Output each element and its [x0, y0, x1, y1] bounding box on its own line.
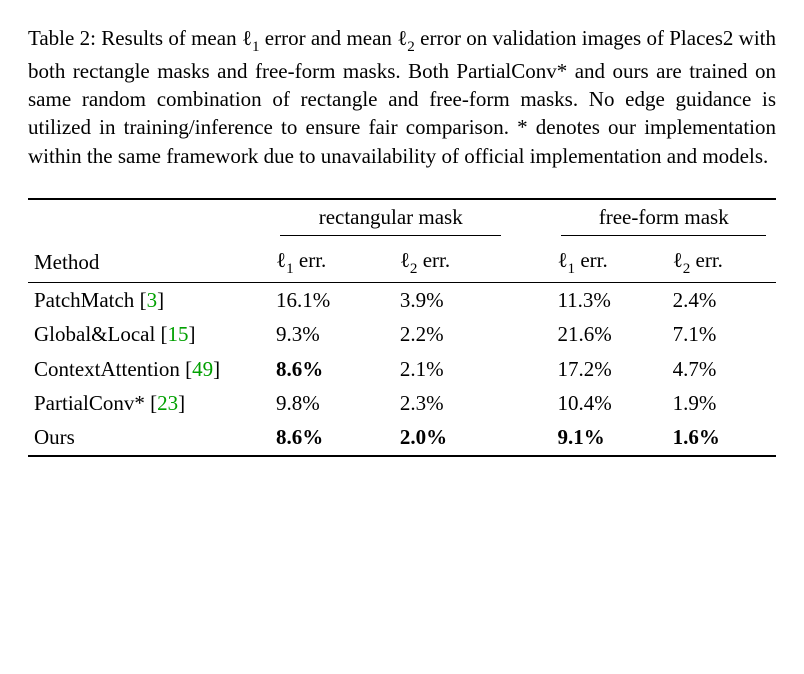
method-cell: PartialConv* [23]: [28, 386, 270, 420]
method-name: ContextAttention: [34, 357, 185, 381]
sub-1: 1: [252, 39, 260, 55]
header-method: Method: [28, 243, 270, 282]
col-group-free: free-form mask: [551, 199, 776, 243]
rect-l2-cell: 3.9%: [394, 282, 512, 317]
table-row: Global&Local [15]9.3%2.2%21.6%7.1%: [28, 317, 776, 351]
cite-bracket: ]: [178, 391, 185, 415]
header-l1: ℓ1 err.: [270, 243, 394, 282]
header-l2: ℓ2 err.: [394, 243, 512, 282]
free-l2-cell: 1.9%: [667, 386, 776, 420]
rect-l2-cell: 2.2%: [394, 317, 512, 351]
table-row: PartialConv* [23]9.8%2.3% 10.4%1.9%: [28, 386, 776, 420]
rect-l2-cell: 2.0%: [394, 420, 512, 455]
rect-l2-cell: 2.1%: [394, 352, 512, 386]
free-l2-cell: 4.7%: [667, 352, 776, 386]
header-rect-label: rectangular mask: [319, 205, 463, 229]
free-l1-cell: 11.3%: [551, 282, 666, 317]
caption-text: Table 2: Results of mean: [28, 26, 242, 50]
free-l2-cell: 7.1%: [667, 317, 776, 351]
header-l2: ℓ2 err.: [667, 243, 776, 282]
free-l1-cell: 10.4%: [551, 386, 666, 420]
col-group-rect: rectangular mask: [270, 199, 511, 243]
method-name: Global&Local: [34, 322, 161, 346]
rect-l1-cell: 16.1%: [270, 282, 394, 317]
method-name: PatchMatch: [34, 288, 140, 312]
cite-bracket: ]: [189, 322, 196, 346]
method-name: Ours: [34, 425, 75, 449]
table-row: Ours 8.6%2.0% 9.1%1.6%: [28, 420, 776, 455]
table-header-subrow: Method ℓ1 err. ℓ2 err. ℓ1 err. ℓ2 err.: [28, 243, 776, 282]
table-header-group-row: rectangular mask free-form mask: [28, 199, 776, 243]
rect-l1-cell: 9.8%: [270, 386, 394, 420]
cite-bracket: [: [140, 288, 147, 312]
free-l1-cell: 9.1%: [551, 420, 666, 455]
cite-bracket: ]: [213, 357, 220, 381]
table-caption: Table 2: Results of mean ℓ1 error and me…: [28, 24, 776, 170]
rect-l2-cell: 2.3%: [394, 386, 512, 420]
rect-l1-cell: 9.3%: [270, 317, 394, 351]
results-table: rectangular mask free-form mask Method ℓ…: [28, 198, 776, 457]
table-row: PatchMatch [3]16.1%3.9%11.3%2.4%: [28, 282, 776, 317]
header-l1: ℓ1 err.: [551, 243, 666, 282]
cite-bracket: ]: [157, 288, 164, 312]
citation-number[interactable]: 3: [147, 288, 158, 312]
method-cell: PatchMatch [3]: [28, 282, 270, 317]
free-l1-cell: 21.6%: [551, 317, 666, 351]
rect-l1-cell: 8.6%: [270, 420, 394, 455]
method-name: PartialConv*: [34, 391, 150, 415]
method-cell: Global&Local [15]: [28, 317, 270, 351]
citation-number[interactable]: 49: [192, 357, 213, 381]
sub-2: 2: [407, 39, 415, 55]
ell-symbol: ℓ: [397, 26, 407, 50]
free-l1-cell: 17.2%: [551, 352, 666, 386]
caption-text: error and mean: [260, 26, 398, 50]
header-free-label: free-form mask: [599, 205, 729, 229]
method-cell: Ours: [28, 420, 270, 455]
citation-number[interactable]: 23: [157, 391, 178, 415]
cite-bracket: [: [161, 322, 168, 346]
free-l2-cell: 2.4%: [667, 282, 776, 317]
table-row: ContextAttention [49]8.6%2.1% 17.2%4.7%: [28, 352, 776, 386]
citation-number[interactable]: 15: [168, 322, 189, 346]
rect-l1-cell: 8.6%: [270, 352, 394, 386]
free-l2-cell: 1.6%: [667, 420, 776, 455]
ell-symbol: ℓ: [242, 26, 252, 50]
method-cell: ContextAttention [49]: [28, 352, 270, 386]
